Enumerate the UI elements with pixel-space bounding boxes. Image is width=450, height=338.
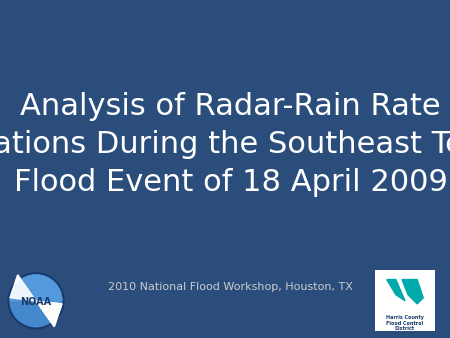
Text: District: District: [395, 326, 415, 331]
Text: NOAA: NOAA: [20, 297, 52, 307]
Circle shape: [8, 273, 64, 329]
Text: 2010 National Flood Workshop, Houston, TX: 2010 National Flood Workshop, Houston, T…: [108, 282, 353, 291]
Text: Harris County: Harris County: [386, 315, 424, 320]
FancyBboxPatch shape: [373, 269, 437, 333]
Polygon shape: [10, 275, 62, 327]
Text: Flood Control: Flood Control: [387, 321, 423, 327]
Text: Analysis of Radar-Rain Rate
Relations During the Southeast Texas
Flood Event of : Analysis of Radar-Rain Rate Relations Du…: [0, 92, 450, 197]
Circle shape: [10, 275, 62, 327]
Polygon shape: [10, 275, 62, 327]
Polygon shape: [402, 280, 423, 304]
Polygon shape: [387, 280, 405, 301]
Wedge shape: [10, 275, 62, 301]
